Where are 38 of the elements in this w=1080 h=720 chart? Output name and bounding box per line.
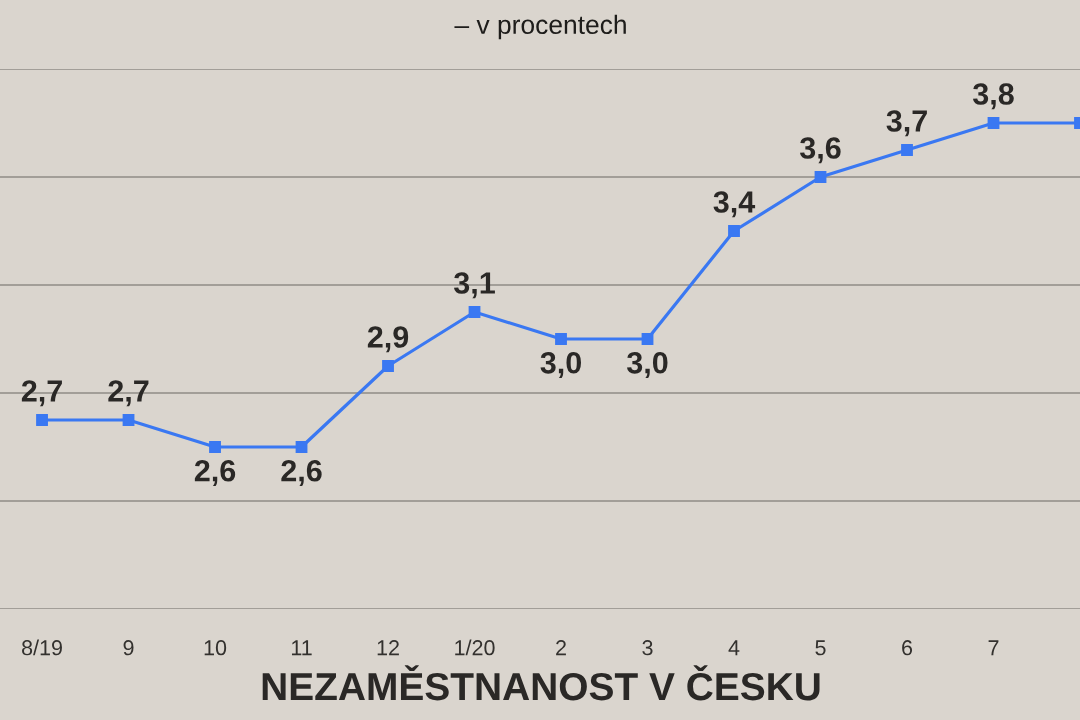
data-label: 3,8 bbox=[972, 83, 1014, 110]
point bbox=[641, 333, 654, 345]
point bbox=[382, 360, 394, 372]
x-tick-label: 11 bbox=[291, 640, 312, 656]
x-tick-label: 10 bbox=[204, 640, 227, 656]
point bbox=[122, 414, 135, 426]
point bbox=[209, 441, 221, 453]
data-label: 3,1 bbox=[453, 272, 495, 299]
point bbox=[555, 333, 567, 345]
point bbox=[36, 414, 48, 426]
data-label: 3,4 bbox=[713, 191, 756, 218]
data-label: 3,0 bbox=[540, 351, 582, 379]
point bbox=[987, 117, 1000, 129]
data-label: 2,6 bbox=[281, 459, 322, 487]
point bbox=[728, 225, 740, 237]
x-tick-label: 1/20 bbox=[455, 639, 495, 656]
x-tick-label: 6 bbox=[902, 640, 913, 656]
text: NEZAMĚSTNANOST V ČESKU bbox=[262, 665, 820, 701]
data-label: 3,6 bbox=[799, 137, 841, 164]
point bbox=[901, 144, 913, 156]
x-tick-label: 8/19 bbox=[22, 639, 62, 656]
x-tick-label: 9 bbox=[123, 640, 134, 656]
x-tick-label: 3 bbox=[642, 640, 653, 656]
data-label: 2,9 bbox=[367, 326, 409, 353]
point bbox=[468, 306, 481, 318]
point bbox=[814, 171, 827, 183]
data-label: 2,7 bbox=[108, 380, 149, 407]
data-label: 3,7 bbox=[886, 110, 927, 137]
x-tick-label: 12 bbox=[377, 640, 399, 656]
chart-subtitle: – v procentech bbox=[454, 14, 626, 40]
x-tick-label: 4 bbox=[728, 640, 740, 656]
x-tick-label: 2 bbox=[556, 640, 566, 656]
x-tick-label: 7 bbox=[988, 640, 999, 656]
point bbox=[295, 441, 308, 453]
data-label: 3,0 bbox=[626, 351, 668, 379]
data-label: 2,7 bbox=[21, 380, 62, 407]
x-tick-label: 5 bbox=[815, 640, 826, 656]
data-label: 2,6 bbox=[194, 459, 236, 487]
